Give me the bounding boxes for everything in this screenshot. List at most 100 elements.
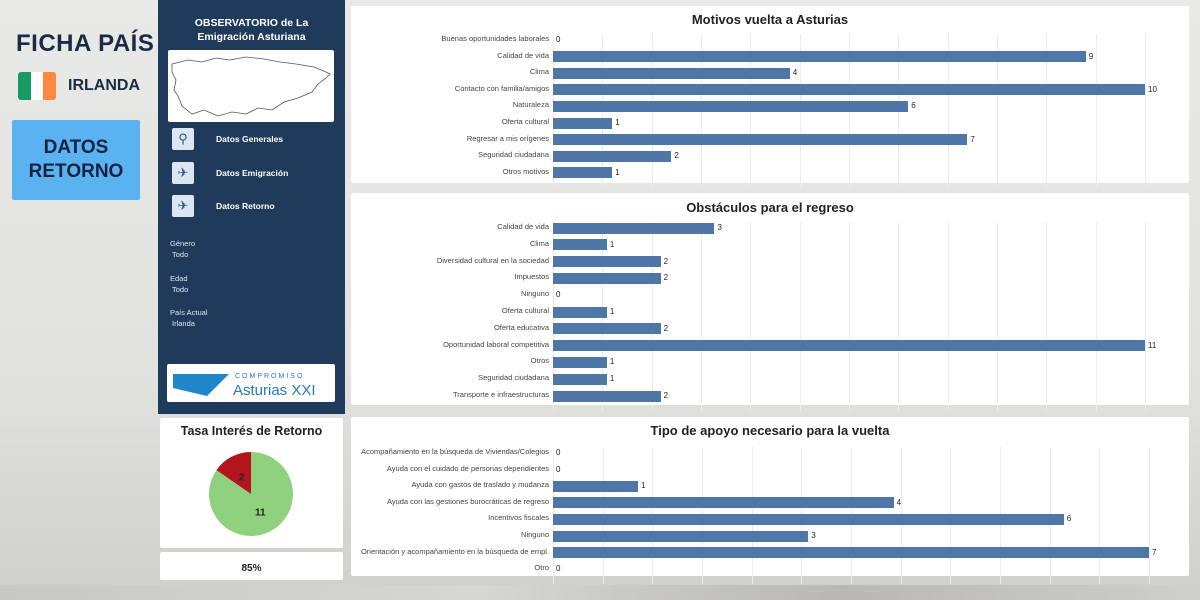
data-bar[interactable] — [553, 513, 1064, 525]
category-label: Impuestos — [514, 272, 549, 282]
category-label: Acompañamiento en la búsqueda de Viviend… — [361, 447, 549, 456]
grid-line — [898, 222, 900, 411]
data-label: 2 — [663, 391, 669, 400]
plane-landing-icon: ✈ — [172, 195, 194, 217]
chart-title: Tipo de apoyo necesario para la vuelta — [650, 423, 890, 438]
datos-retorno-button[interactable]: DATOS RETORNO — [12, 120, 140, 200]
data-label: 1 — [609, 239, 615, 249]
grid-line — [1145, 222, 1146, 411]
category-label: Ayuda con las gestiones burocráticas de … — [386, 496, 549, 506]
data-label: 3 — [717, 223, 722, 232]
filter-value: Todo — [172, 285, 189, 294]
data-label: 7 — [970, 134, 975, 144]
category-label: Seguridad ciudadana — [478, 373, 549, 383]
data-label: 3 — [811, 531, 816, 540]
plane-takeoff-icon: ✈ — [172, 162, 194, 184]
data-bar[interactable] — [553, 100, 909, 112]
data-bar[interactable] — [553, 356, 607, 368]
category-label: Naturaleza — [512, 100, 549, 110]
nav-label: Datos Retorno — [216, 201, 275, 211]
category-label: Clima — [529, 238, 549, 248]
country-name: IRLANDA — [68, 77, 140, 94]
data-label: 1 — [609, 374, 615, 384]
observatory-title: OBSERVATORIO de La Emigración Asturiana — [194, 17, 309, 43]
filter-value: Todo — [172, 250, 189, 259]
data-bar[interactable] — [553, 167, 613, 179]
grid-line — [849, 222, 850, 411]
grid-line — [1095, 34, 1097, 188]
filter-genero[interactable]: Género Todo — [170, 238, 195, 260]
category-label: Buenas oportunidades laborales — [441, 34, 549, 43]
data-bar[interactable] — [553, 134, 968, 146]
grid-line — [1095, 222, 1097, 411]
category-label: Clima — [529, 67, 549, 77]
filter-value: Irlanda — [172, 319, 195, 328]
data-label: 9 — [1088, 51, 1094, 61]
category-label: Seguridad ciudadana — [478, 150, 549, 160]
category-label: Incentivos fiscales — [488, 513, 549, 523]
flag-stripe-green — [18, 72, 31, 100]
category-label: Ayuda con gastos de traslado y mudanza — [411, 480, 549, 490]
data-label: 1 — [609, 357, 615, 367]
data-bar[interactable] — [553, 150, 672, 162]
category-label: Orientación y acompañamiento en la búsqu… — [360, 546, 549, 556]
data-label: 2 — [663, 256, 669, 266]
logo-bottom-text: Asturias XXI — [233, 382, 316, 399]
nav-datos-emigracion[interactable]: ✈ Datos Emigración — [172, 162, 288, 184]
grid-line — [947, 222, 949, 411]
data-bar[interactable] — [553, 480, 639, 492]
data-bar[interactable] — [553, 390, 661, 402]
category-label: Calidad de vida — [497, 222, 549, 231]
nav-datos-generales[interactable]: ⚲ Datos Generales — [172, 128, 283, 150]
data-label: 1 — [615, 167, 620, 177]
nav-label: Datos Generales — [216, 134, 284, 144]
data-bar[interactable] — [553, 272, 661, 284]
nav-datos-retorno[interactable]: ✈ Datos Retorno — [172, 195, 275, 217]
sidebar: OBSERVATORIO de La Emigración Asturiana … — [158, 0, 345, 414]
data-bar[interactable] — [553, 340, 1145, 352]
flag-stripe-white — [30, 72, 44, 100]
filter-label: País Actual — [170, 308, 208, 317]
data-bar[interactable] — [553, 84, 1145, 96]
percent-panel: 85% — [160, 552, 343, 580]
data-bar[interactable] — [553, 67, 790, 79]
data-bar[interactable] — [553, 117, 613, 129]
data-bar[interactable] — [553, 373, 607, 385]
filter-label: Edad — [170, 274, 188, 283]
asturias-map-icon[interactable] — [168, 50, 334, 122]
grid-line — [1149, 447, 1150, 584]
data-label: 1 — [641, 481, 646, 491]
country-indicator: IRLANDA — [18, 72, 140, 100]
data-bar[interactable] — [553, 256, 661, 268]
ireland-flag-icon — [18, 72, 56, 100]
category-label: Calidad de vida — [497, 50, 549, 60]
grid-line — [799, 222, 801, 411]
nav-label: Datos Emigración — [216, 168, 289, 178]
chart-title: Obstáculos para el regreso — [686, 200, 854, 215]
data-label: 0 — [556, 464, 561, 474]
data-bar[interactable] — [553, 306, 607, 318]
data-bar[interactable] — [553, 222, 715, 234]
flag-stripe-orange — [43, 72, 56, 100]
data-bar[interactable] — [553, 239, 607, 251]
data-bar[interactable] — [553, 530, 809, 542]
motivos-chart-panel: Motivos vuelta a Asturias Buenas oportun… — [351, 6, 1189, 188]
category-label: Ayuda con el cuidado de personas dependi… — [386, 463, 549, 473]
category-label: Ninguno — [521, 530, 549, 539]
data-label: 0 — [556, 564, 561, 574]
data-label: 6 — [1066, 514, 1072, 524]
data-bar[interactable] — [553, 497, 894, 509]
category-label: Ninguno — [521, 289, 549, 299]
data-label: 0 — [556, 290, 561, 300]
filter-pais-actual[interactable]: País Actual Irlanda — [170, 307, 208, 329]
data-label: 2 — [663, 323, 669, 333]
data-bar[interactable] — [553, 323, 661, 335]
category-label: Diversidad cultural en la sociedad — [436, 255, 549, 265]
grid-line — [997, 222, 998, 411]
pie-slice-no[interactable] — [216, 452, 251, 494]
grid-line — [701, 222, 702, 411]
data-label: 2 — [674, 151, 679, 161]
filter-edad[interactable]: Edad Todo — [170, 273, 188, 295]
data-bar[interactable] — [553, 547, 1149, 559]
data-bar[interactable] — [553, 51, 1086, 63]
